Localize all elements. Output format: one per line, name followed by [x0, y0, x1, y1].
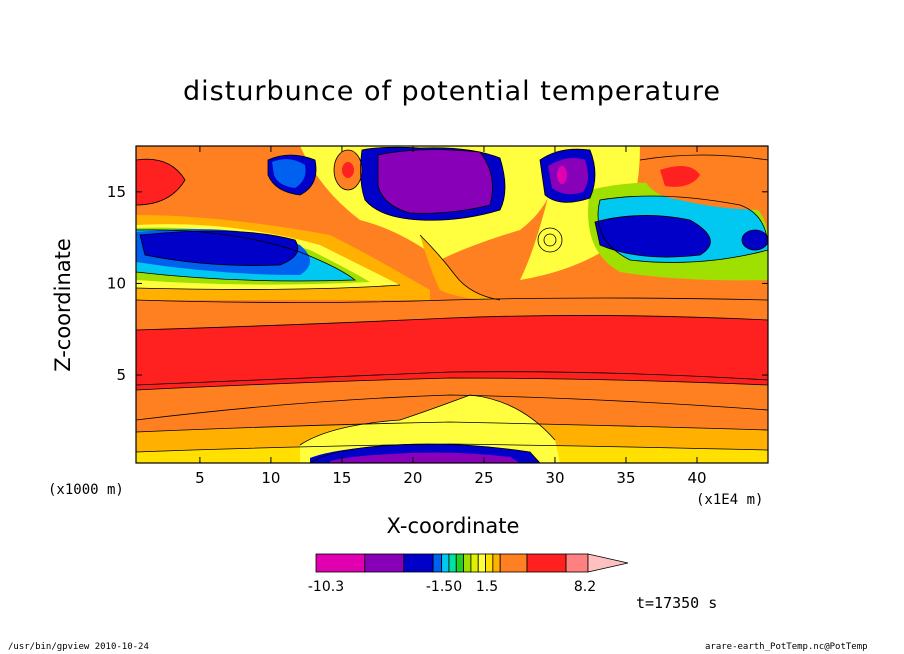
colorbar-bin: [565, 553, 589, 573]
colorbar-bin: [499, 553, 528, 573]
x-tick-label: 40: [687, 469, 706, 487]
y-tick-label: 10: [107, 274, 126, 292]
colorbar-bin: [403, 553, 434, 573]
colorbar-bin: [470, 553, 479, 573]
colorbar-overflow-arrow: [587, 553, 629, 573]
colorbar-bin: [477, 553, 486, 573]
y-axis-label: Z-coordinate: [51, 238, 75, 372]
colorbar-bin: [315, 553, 366, 573]
x-axis-unit: (x1E4 m): [696, 492, 764, 508]
x-axis-label: X-coordinate: [0, 514, 904, 538]
y-tick-label: 5: [116, 366, 126, 384]
y-axis: 5 10 15: [107, 183, 768, 384]
x-tick-label: 30: [545, 469, 564, 487]
y-tick-label: 15: [107, 183, 126, 201]
contour-field: [136, 146, 768, 463]
colorbar-label: 8.2: [574, 579, 596, 595]
x-tick-label: 15: [332, 469, 351, 487]
colorbar-bin: [364, 553, 405, 573]
time-annotation: t=17350 s: [636, 594, 718, 612]
x-tick-label: 20: [403, 469, 422, 487]
colorbar-label: -10.3: [308, 579, 344, 595]
colorbar: -10.3 -1.50 1.5 8.2: [308, 553, 629, 595]
x-axis-label-text: X-coordinate: [386, 514, 520, 538]
colorbar-bin: [441, 553, 450, 573]
x-tick-label: 35: [616, 469, 635, 487]
footer-program: /usr/bin/gpview 2010-10-24: [8, 642, 149, 652]
colorbar-bin: [526, 553, 567, 573]
colorbar-bin: [463, 553, 472, 573]
x-tick-label: 5: [195, 469, 205, 487]
colorbar-bin: [485, 553, 494, 573]
footer-source: arare-earth_PotTemp.nc@PotTemp: [705, 642, 868, 652]
plot-frame: [135, 145, 769, 464]
colorbar-bin: [492, 553, 501, 573]
x-tick-label: 10: [261, 469, 280, 487]
y-axis-unit: (x1000 m): [48, 482, 124, 498]
colorbar-label: 1.5: [476, 579, 498, 595]
colorbar-bin: [432, 553, 443, 573]
colorbar-label: -1.50: [426, 579, 462, 595]
chart-title: disturbunce of potential temperature: [183, 76, 721, 107]
colorbar-bin: [448, 553, 457, 573]
x-tick-label: 25: [474, 469, 493, 487]
colorbar-bin: [455, 553, 464, 573]
x-axis: 5 10 15 20 25 30 35 40: [195, 146, 707, 487]
